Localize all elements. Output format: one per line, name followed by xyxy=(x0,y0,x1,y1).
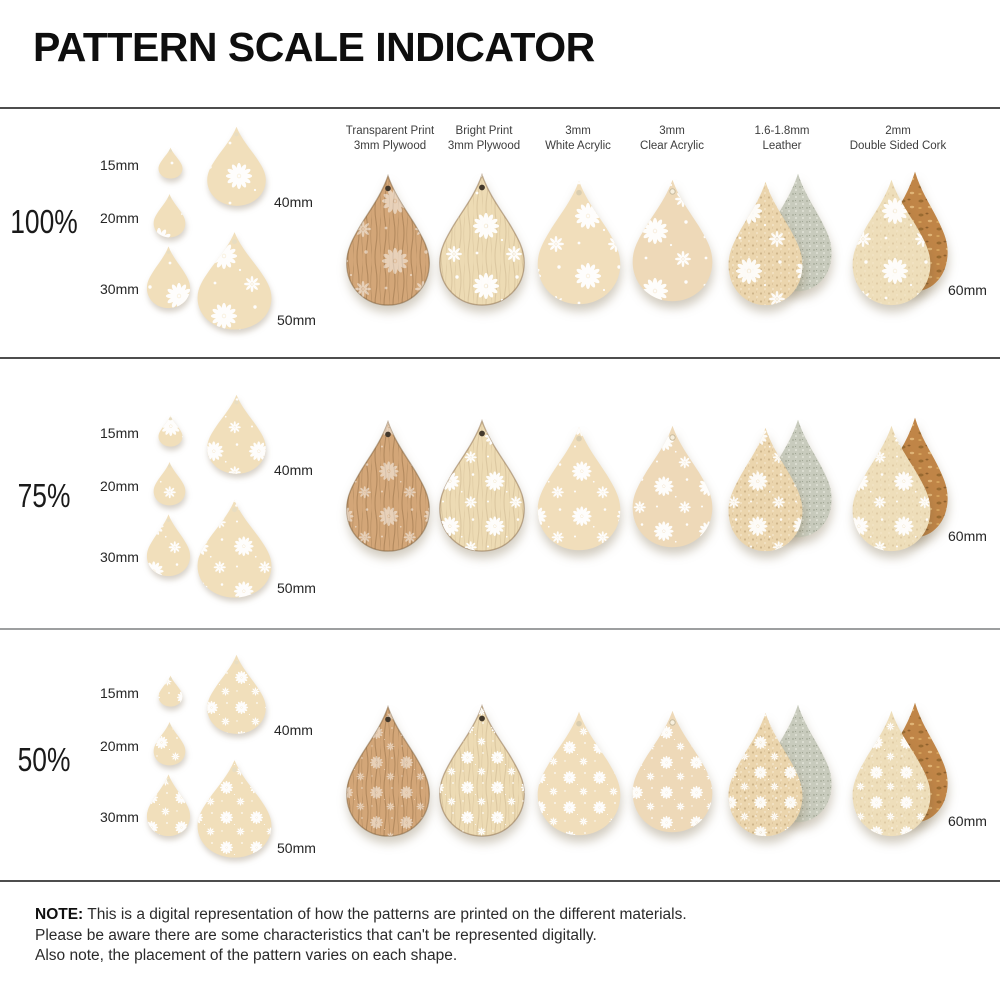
size-label-15mm-row1: 15mm xyxy=(100,157,139,173)
size-label-60mm-row3: 60mm xyxy=(948,813,987,829)
size-label-30mm-row2: 30mm xyxy=(100,549,139,565)
size-label-60mm-row1: 60mm xyxy=(948,282,987,298)
size-label-60mm-row2: 60mm xyxy=(948,528,987,544)
sample-clear-acrylic-75pct xyxy=(631,423,714,549)
note-prefix: NOTE: xyxy=(35,906,84,923)
column-header-bright-print-plywood: Bright Print 3mm Plywood xyxy=(447,125,521,152)
sample-leather-front-75pct xyxy=(727,425,804,553)
sample-clear-acrylic-100pct xyxy=(631,177,714,303)
reference-drop-50mm-75pct xyxy=(196,498,273,599)
sample-transparent-print-plywood-50pct xyxy=(345,704,431,838)
sample-bright-print-plywood-100pct xyxy=(438,172,526,307)
column-header-transparent-print-plywood: Transparent Print 3mm Plywood xyxy=(345,125,435,152)
note-line-1: NOTE: This is a digital representation o… xyxy=(35,906,687,923)
size-label-20mm-row3: 20mm xyxy=(100,738,139,754)
reference-drop-40mm-75pct xyxy=(206,393,267,475)
reference-drop-20mm-50pct xyxy=(153,721,186,766)
divider-bottom xyxy=(0,880,1000,882)
sample-leather-front-100pct xyxy=(727,179,804,307)
sample-cork-front-75pct xyxy=(851,423,932,553)
divider-top xyxy=(0,107,1000,109)
scale-row-50pct: 50% 15mm 20mm 30mm 40mm 50mm 60mm xyxy=(0,628,1000,880)
reference-drop-20mm-100pct xyxy=(153,193,186,238)
size-label-40mm-row3: 40mm xyxy=(274,722,313,738)
column-header-clear-acrylic: 3mm Clear Acrylic xyxy=(640,125,704,152)
scale-percent-label-100pct: 100% xyxy=(10,203,78,240)
sample-white-acrylic-100pct xyxy=(536,178,622,306)
size-label-50mm-row1: 50mm xyxy=(277,312,316,328)
size-label-40mm-row2: 40mm xyxy=(274,462,313,478)
reference-drop-15mm-100pct xyxy=(158,147,183,179)
size-label-50mm-row3: 50mm xyxy=(277,840,316,856)
note: NOTE: This is a digital representation o… xyxy=(35,905,687,967)
sample-transparent-print-plywood-75pct xyxy=(345,419,431,553)
sample-leather-front-50pct xyxy=(727,710,804,838)
size-label-30mm-row1: 30mm xyxy=(100,281,139,297)
page-title: PATTERN SCALE INDICATOR xyxy=(33,24,595,70)
size-label-50mm-row2: 50mm xyxy=(277,580,316,596)
sample-bright-print-plywood-75pct xyxy=(438,418,526,553)
size-label-30mm-row3: 30mm xyxy=(100,809,139,825)
reference-drop-15mm-75pct xyxy=(158,415,183,447)
reference-drop-15mm-50pct xyxy=(158,675,183,707)
sample-transparent-print-plywood-100pct xyxy=(345,173,431,307)
note-line-2: Please be aware there are some character… xyxy=(35,926,597,944)
reference-drop-40mm-50pct xyxy=(206,653,267,735)
sample-white-acrylic-75pct xyxy=(536,424,622,552)
size-label-15mm-row3: 15mm xyxy=(100,685,139,701)
divider-row1-row2 xyxy=(0,357,1000,359)
scale-row-75pct: 75% 15mm 20mm 30mm 40mm 50mm 60mm xyxy=(0,357,1000,628)
reference-drop-30mm-75pct xyxy=(146,513,191,577)
size-label-40mm-row1: 40mm xyxy=(274,194,313,210)
reference-drop-30mm-100pct xyxy=(146,245,191,309)
reference-drop-50mm-50pct xyxy=(196,758,273,859)
reference-drop-20mm-75pct xyxy=(153,461,186,506)
scale-percent-label-75pct: 75% xyxy=(17,477,71,514)
scale-row-100pct: 100% 15mm 20mm 30mm 40mm 50mm 60mm xyxy=(0,107,1000,357)
column-header-white-acrylic: 3mm White Acrylic xyxy=(545,125,611,152)
size-label-15mm-row2: 15mm xyxy=(100,425,139,441)
sample-clear-acrylic-50pct xyxy=(631,708,714,834)
sample-cork-front-50pct xyxy=(851,708,932,838)
sample-bright-print-plywood-50pct xyxy=(438,703,526,838)
note-line-3: Also note, the placement of the pattern … xyxy=(35,947,458,964)
scale-percent-label-50pct: 50% xyxy=(17,741,71,778)
reference-drop-40mm-100pct xyxy=(206,125,267,207)
size-label-20mm-row2: 20mm xyxy=(100,478,139,494)
size-label-20mm-row1: 20mm xyxy=(100,210,139,226)
divider-row2-row3 xyxy=(0,628,1000,630)
sample-white-acrylic-50pct xyxy=(536,709,622,837)
column-header-double-sided-cork: 2mm Double Sided Cork xyxy=(849,125,947,152)
reference-drop-50mm-100pct xyxy=(196,230,273,331)
sample-cork-front-100pct xyxy=(851,177,932,307)
reference-drop-30mm-50pct xyxy=(146,773,191,837)
column-header-leather: 1.6-1.8mm Leather xyxy=(754,125,810,152)
